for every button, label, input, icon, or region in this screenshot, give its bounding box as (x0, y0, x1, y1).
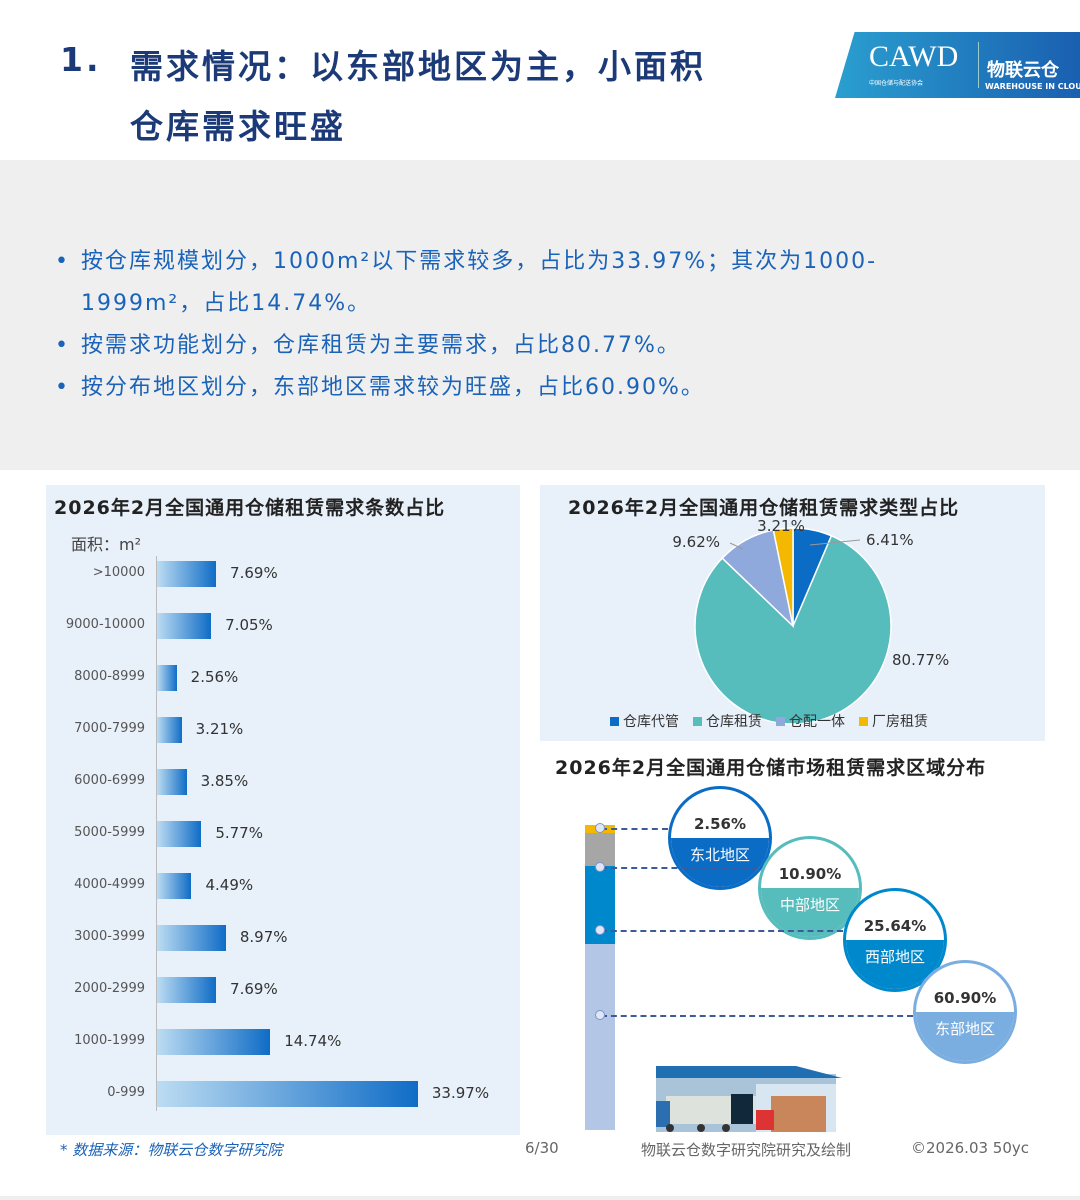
data-source: * 数据来源：物联云仓数字研究院 (60, 1141, 283, 1159)
size-bar (157, 1029, 271, 1055)
size-value-label: 7.69% (230, 564, 278, 582)
cawd-logo-text: CAWD (869, 40, 959, 73)
size-bar (157, 821, 202, 847)
title-number: 1. (60, 40, 102, 79)
size-value-label: 5.77% (215, 824, 263, 842)
size-value-label: 8.97% (239, 928, 288, 946)
wic-logo-subtext: WAREHOUSE IN CLOUD (985, 82, 1080, 91)
region-leader-line (601, 930, 843, 932)
region-dot (595, 1010, 605, 1020)
size-value-label: 3.21% (195, 720, 244, 738)
size-bar (157, 665, 177, 691)
size-chart-ylabel: 面积：m² (71, 535, 142, 554)
region-badge: 60.90% 东部地区 (913, 960, 1017, 1064)
pie-slice (772, 527, 794, 627)
pie-slice (694, 534, 892, 725)
size-chart-title: 2026年2月全国通用仓储租赁需求条数占比 (54, 497, 446, 519)
size-value-label: 33.97% (431, 1084, 490, 1102)
size-category-label: 3000-3999 (74, 929, 145, 944)
page-title-line2: 仓库需求旺盛 (130, 107, 346, 146)
pie-value-label: 9.62% (672, 533, 720, 551)
region-badge: 2.56% 东北地区 (668, 786, 772, 890)
size-bar (157, 717, 182, 743)
logo: CAWD 中国仓储与配送协会 物联云仓 WAREHOUSE IN CLOUD (835, 32, 1080, 98)
size-category-label: 0-999 (107, 1085, 145, 1100)
region-leader-line (601, 828, 668, 830)
pie-value-label: 80.77% (892, 651, 949, 669)
type-pie-chart: 6.41% 80.77% 9.62% 3.21% (672, 517, 949, 725)
bullet-1: • 按仓库规模划分，1000m²以下需求较多，占比为33.97%；其次为1000- (55, 249, 878, 274)
wic-logo-text: 物联云仓 (987, 60, 1059, 81)
size-bar (157, 873, 192, 899)
region-leader-line (601, 1015, 913, 1017)
size-bar (157, 1081, 418, 1107)
size-value-label: 3.85% (200, 772, 249, 790)
summary-band (0, 160, 1080, 470)
size-category-label: 9000-10000 (65, 617, 145, 632)
region-name: 东部地区 (916, 1011, 1014, 1061)
legend-item: 厂房租赁 (859, 711, 928, 731)
region-leader-line (601, 867, 758, 869)
size-value-label: 2.56% (190, 668, 239, 686)
type-chart-legend: 仓库代管 仓库租赁 仓配一体 厂房租赁 (610, 711, 928, 731)
size-chart-panel (46, 485, 520, 1135)
size-bar (157, 561, 217, 587)
bullet-2: • 按需求功能划分，仓库租赁为主要需求，占比80.77%。 (55, 333, 681, 358)
size-bar (157, 925, 226, 951)
size-bar (157, 613, 212, 639)
region-value: 10.90% (778, 864, 842, 883)
legend-item: 仓配一体 (776, 711, 845, 731)
size-value-label: 7.05% (225, 616, 273, 634)
region-value: 2.56% (693, 814, 747, 833)
warehouse-illustration (656, 1066, 842, 1132)
region-value: 25.64% (863, 916, 927, 935)
size-value-label: 14.74% (284, 1032, 342, 1050)
pie-value-label: 3.21% (757, 517, 805, 535)
size-value-label: 7.69% (230, 980, 278, 998)
region-dot (595, 925, 605, 935)
region-badge: 25.64% 西部地区 (843, 888, 947, 992)
region-dot (595, 862, 605, 872)
size-bar (157, 977, 217, 1003)
size-category-label: 4000-4999 (74, 877, 145, 892)
region-dot (595, 823, 605, 833)
pie-value-label: 6.41% (866, 531, 914, 549)
size-category-label: 2000-2999 (74, 981, 145, 996)
region-stack-segment (585, 944, 615, 1130)
credit: 物联云仓数字研究院研究及绘制 (641, 1141, 852, 1159)
size-category-label: 7000-7999 (74, 721, 145, 736)
legend-item: 仓库代管 (610, 711, 679, 731)
bullet-1-cont: 1999m²，占比14.74%。 (81, 291, 372, 316)
region-stack-segment (585, 832, 615, 867)
size-chart-axis (156, 556, 157, 1111)
size-value-label: 4.49% (205, 876, 254, 894)
size-category-label: 6000-6999 (74, 773, 145, 788)
cawd-logo-subtext: 中国仓储与配送协会 (869, 80, 924, 87)
size-category-label: 1000-1999 (74, 1033, 145, 1048)
page-title-line1: 需求情况：以东部地区为主，小面积 (130, 47, 706, 86)
region-badge: 10.90% 中部地区 (758, 836, 862, 940)
copyright: ©2026.03 50yc (911, 1139, 1030, 1157)
type-chart-title: 2026年2月全国通用仓储租赁需求类型占比 (568, 497, 960, 519)
page-number: 6/30 (525, 1139, 559, 1157)
size-category-label: >10000 (92, 565, 145, 580)
region-chart-title: 2026年2月全国通用仓储市场租赁需求区域分布 (555, 757, 987, 779)
size-category-label: 8000-8999 (74, 669, 145, 684)
size-category-label: 5000-5999 (74, 825, 145, 840)
bullet-3: • 按分布地区划分，东部地区需求较为旺盛，占比60.90%。 (55, 375, 705, 400)
size-bar (157, 769, 187, 795)
legend-item: 仓库租赁 (693, 711, 762, 731)
region-name: 东北地区 (671, 837, 769, 887)
region-value: 60.90% (933, 988, 997, 1007)
